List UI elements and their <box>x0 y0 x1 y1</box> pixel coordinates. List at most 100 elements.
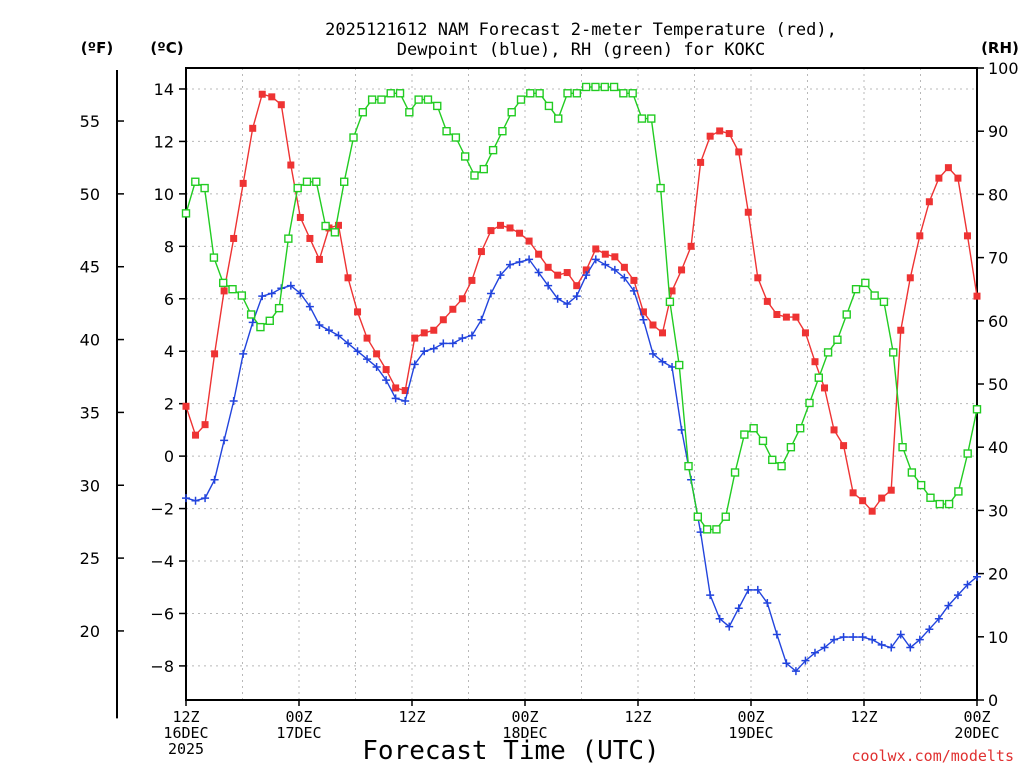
rh-tick-label: 30 <box>988 501 1008 520</box>
dewpoint-point <box>534 268 543 277</box>
fahrenheit-tick-label: 25 <box>80 549 100 568</box>
dewpoint-point <box>896 630 905 639</box>
temperature-point <box>354 308 362 316</box>
dewpoint-point <box>810 648 819 657</box>
dewpoint-point <box>267 289 276 298</box>
temperature-point <box>573 282 581 290</box>
rh-point <box>460 152 470 161</box>
dewpoint-point <box>315 320 324 329</box>
rh-point <box>758 436 768 446</box>
temperature-point <box>649 321 657 329</box>
rh-point <box>526 89 535 98</box>
rh-point <box>823 348 833 357</box>
temperature-point <box>611 253 619 261</box>
rh-tick-label: 20 <box>988 565 1008 584</box>
celsius-tick-label: 12 <box>154 132 174 151</box>
rh-point <box>963 449 972 458</box>
rh-point <box>563 89 572 98</box>
rh-point <box>367 95 377 104</box>
dewpoint-point <box>915 635 924 644</box>
rh-point <box>926 493 935 502</box>
dewpoint-point <box>620 273 629 282</box>
celsius-tick-label: −2 <box>150 500 174 519</box>
rh-point <box>954 487 963 496</box>
fahrenheit-tick-label: 35 <box>80 403 100 422</box>
rh-point <box>516 95 526 104</box>
rh-point <box>386 89 395 98</box>
temperature-point <box>639 308 647 316</box>
dewpoint-point <box>486 289 495 298</box>
x-tick-label: 00Z <box>511 708 538 726</box>
rh-point <box>581 82 591 92</box>
dewpoint-point <box>344 339 353 348</box>
dewpoint-point <box>648 349 657 358</box>
temperature-point <box>439 316 447 324</box>
rh-point <box>916 480 926 490</box>
temperature-point <box>944 164 952 172</box>
grid-lines <box>185 68 978 700</box>
rh-point <box>544 101 554 111</box>
rh-point <box>712 525 721 534</box>
rh-point <box>591 82 600 92</box>
x-tick-label: 12Z <box>172 708 199 726</box>
temperature-point <box>344 274 352 282</box>
temperature-point <box>392 384 400 392</box>
rh-point <box>228 285 237 294</box>
rh-point <box>321 221 330 231</box>
fahrenheit-tick-label: 40 <box>80 331 100 350</box>
temperature-point <box>592 245 600 253</box>
dewpoint-point <box>582 271 591 280</box>
temperature-point <box>220 287 228 295</box>
dewpoint-point <box>753 585 762 594</box>
fahrenheit-tick-label: 45 <box>80 258 100 277</box>
rh-point <box>507 108 516 117</box>
rh-point <box>191 177 200 186</box>
dewpoint-point <box>334 331 343 340</box>
dewpoint-point <box>391 394 400 403</box>
temperature-point <box>830 426 838 434</box>
temperature-point <box>535 250 543 258</box>
rh-unit-label: (RH) <box>981 39 1019 57</box>
rh-point <box>265 316 274 325</box>
rh-point <box>433 101 442 111</box>
rh-point <box>786 443 796 452</box>
rh-point <box>609 82 619 92</box>
rh-point <box>470 171 479 180</box>
rh-point <box>637 114 647 123</box>
rh-point <box>312 177 321 186</box>
temperature-point <box>963 232 971 240</box>
dewpoint-point <box>572 292 581 301</box>
rh-point <box>256 322 265 332</box>
x-tick-label: 16DEC <box>163 724 208 742</box>
rh-point <box>684 461 693 471</box>
temperature-point <box>477 248 485 256</box>
dewpoint-point <box>791 667 800 676</box>
dewpoint-point <box>677 425 686 434</box>
tick-labels: 2025303540455055−8−6−4−20246810121401020… <box>80 59 1019 758</box>
dewpoint-point <box>401 397 410 406</box>
celsius-unit-label: (ºC) <box>150 39 183 57</box>
rh-point <box>935 499 944 509</box>
chart-title-line-2: Dewpoint (blue), RH (green) for KOKC <box>397 40 765 60</box>
rh-point <box>814 373 823 382</box>
dewpoint-point <box>477 315 486 324</box>
temperature-point <box>487 227 495 235</box>
chart-title-line-1: 2025121612 NAM Forecast 2-meter Temperat… <box>325 20 837 40</box>
rh-point <box>795 424 805 433</box>
fahrenheit-unit-label: (ºF) <box>81 39 113 57</box>
rh-point <box>237 291 247 300</box>
dewpoint-point <box>801 656 810 665</box>
temperature-point <box>773 311 781 319</box>
temperature-point <box>782 313 790 321</box>
celsius-tick-label: 14 <box>154 80 174 99</box>
dewpoint-point <box>830 635 839 644</box>
dewpoint-point <box>658 357 667 366</box>
dewpoint-point <box>420 347 429 356</box>
temperature-point <box>630 276 638 284</box>
dewpoint-point <box>963 580 972 589</box>
rh-point <box>246 310 256 319</box>
dewpoint-point <box>229 397 238 406</box>
fahrenheit-tick-label: 20 <box>80 622 100 641</box>
x-tick-label: 00Z <box>737 708 764 726</box>
